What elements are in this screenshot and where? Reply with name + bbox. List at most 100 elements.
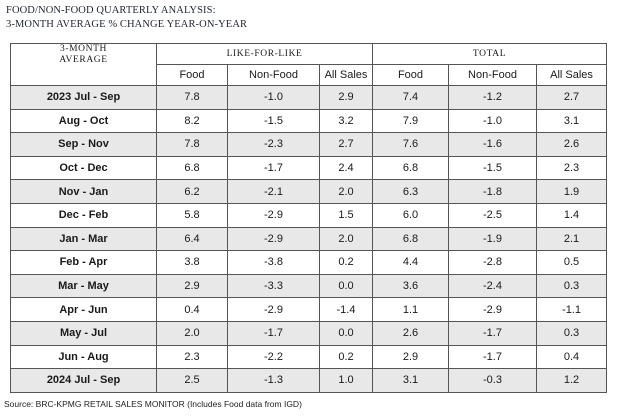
value-cell: 2.7 — [319, 132, 373, 157]
value-cell: 0.2 — [319, 344, 373, 370]
value-cell: 7.6 — [372, 132, 449, 157]
value-cell: 0.3 — [535, 273, 608, 299]
table-row: Oct - Dec 6.8 -1.7 2.4 6.8 -1.5 2.3 — [10, 155, 608, 181]
title-line-2: 3-MONTH AVERAGE % CHANGE YEAR-ON-YEAR — [6, 19, 248, 30]
value-cell: 1.9 — [535, 179, 608, 204]
period-cell: Mar - May — [10, 273, 157, 299]
table-row: Nov - Jan 6.2 -2.1 2.0 6.3 -1.8 1.9 — [10, 179, 608, 204]
table-body: 2023 Jul - Sep 7.8 -1.0 2.9 7.4 -1.2 2.7 Aug - … — [10, 85, 608, 393]
value-cell: 5.8 — [156, 202, 228, 228]
value-cell: 3.6 — [372, 273, 449, 299]
value-cell: 6.8 — [372, 226, 449, 252]
value-cell: -2.9 — [227, 202, 320, 228]
value-cell: -2.2 — [227, 344, 320, 370]
period-cell: May - Jul — [10, 320, 157, 346]
page-title: FOOD/NON-FOOD QUARTERLY ANALYSIS: 3-MONT… — [6, 4, 247, 32]
value-cell: -1.2 — [448, 85, 537, 110]
column-header: Non-Food — [227, 64, 320, 86]
value-cell: 0.0 — [319, 320, 373, 346]
corner-label-line-1: 3-MONTH — [60, 44, 107, 55]
value-cell: 3.1 — [535, 108, 608, 134]
column-header: All Sales — [535, 64, 608, 86]
table-row: 2023 Jul - Sep 7.8 -1.0 2.9 7.4 -1.2 2.7 — [10, 85, 608, 110]
value-cell: -1.6 — [448, 132, 537, 157]
table-row: Jan - Mar 6.4 -2.9 2.0 6.8 -1.9 2.1 — [10, 226, 608, 252]
value-cell: 6.0 — [372, 202, 449, 228]
table-row: Apr - Jun 0.4 -2.9 -1.4 1.1 -2.9 -1.1 — [10, 297, 608, 322]
table-row: Mar - May 2.9 -3.3 0.0 3.6 -2.4 0.3 — [10, 273, 608, 299]
value-cell: -1.5 — [448, 155, 537, 181]
value-cell: -3.8 — [227, 250, 320, 275]
value-cell: -1.8 — [448, 179, 537, 204]
value-cell: -2.9 — [448, 297, 537, 322]
corner-label-line-2: AVERAGE — [59, 55, 108, 65]
title-line-1: FOOD/NON-FOOD QUARTERLY ANALYSIS: — [6, 5, 216, 16]
value-cell: -1.7 — [448, 344, 537, 370]
table-row: May - Jul 2.0 -1.7 0.0 2.6 -1.7 0.3 — [10, 320, 608, 346]
column-header: Non-Food — [448, 64, 537, 86]
value-cell: 6.3 — [372, 179, 449, 204]
value-cell: 0.4 — [535, 344, 608, 370]
value-cell: -1.9 — [448, 226, 537, 252]
value-cell: 7.4 — [372, 85, 449, 110]
period-cell: Feb - Apr — [10, 250, 157, 275]
value-cell: 6.4 — [156, 226, 228, 252]
period-cell: Dec - Feb — [10, 202, 157, 228]
value-cell: 3.1 — [372, 368, 449, 393]
period-cell: Oct - Dec — [10, 155, 157, 181]
column-header: All Sales — [319, 64, 373, 86]
period-cell: 2023 Jul - Sep — [10, 85, 157, 110]
value-cell: -1.3 — [227, 368, 320, 393]
period-cell: Aug - Oct — [10, 108, 157, 134]
value-cell: -0.3 — [448, 368, 537, 393]
value-cell: 8.2 — [156, 108, 228, 134]
value-cell: 2.0 — [156, 320, 228, 346]
value-cell: -1.0 — [227, 85, 320, 110]
value-cell: -1.5 — [227, 108, 320, 134]
value-cell: -1.7 — [227, 155, 320, 181]
value-cell: 6.2 — [156, 179, 228, 204]
column-header-row: Food Non-Food All Sales Food Non-Food Al… — [11, 64, 608, 86]
value-cell: 3.8 — [156, 250, 228, 275]
value-cell: -2.1 — [227, 179, 320, 204]
value-cell: 1.4 — [535, 202, 608, 228]
value-cell: -1.7 — [448, 320, 537, 346]
group-header-row: 3-MONTH AVERAGE LIKE-FOR-LIKE TOTAL — [10, 43, 608, 86]
value-cell: 3.2 — [319, 108, 373, 134]
column-header: Food — [156, 64, 228, 86]
table-row: 2024 Jul - Sep 2.5 -1.3 1.0 3.1 -0.3 1.2 — [10, 368, 608, 393]
table-row: Aug - Oct 8.2 -1.5 3.2 7.9 -1.0 3.1 — [10, 108, 608, 134]
value-cell: 6.8 — [156, 155, 228, 181]
column-header: Food — [372, 64, 449, 86]
period-cell: Nov - Jan — [10, 179, 157, 204]
period-cell: Sep - Nov — [10, 132, 157, 157]
period-cell: Jan - Mar — [10, 226, 157, 252]
value-cell: 0.0 — [319, 273, 373, 299]
value-cell: 7.8 — [156, 132, 228, 157]
corner-header: 3-MONTH AVERAGE — [10, 43, 157, 86]
value-cell: 7.8 — [156, 85, 228, 110]
table-row: Sep - Nov 7.8 -2.3 2.7 7.6 -1.6 2.6 — [10, 132, 608, 157]
value-cell: -2.9 — [227, 297, 320, 322]
value-cell: 2.4 — [319, 155, 373, 181]
value-cell: 2.0 — [319, 226, 373, 252]
group-header-like-for-like: LIKE-FOR-LIKE — [156, 43, 373, 65]
value-cell: 2.3 — [535, 155, 608, 181]
value-cell: 2.9 — [156, 273, 228, 299]
value-cell: -2.3 — [227, 132, 320, 157]
value-cell: 1.5 — [319, 202, 373, 228]
value-cell: 1.1 — [372, 297, 449, 322]
value-cell: -2.4 — [448, 273, 537, 299]
value-cell: 6.8 — [372, 155, 449, 181]
value-cell: -2.5 — [448, 202, 537, 228]
value-cell: -1.1 — [535, 297, 608, 322]
period-cell: Jun - Aug — [10, 344, 157, 370]
value-cell: 1.0 — [319, 368, 373, 393]
value-cell: 0.4 — [156, 297, 228, 322]
value-cell: 0.2 — [319, 250, 373, 275]
value-cell: 2.9 — [319, 85, 373, 110]
value-cell: 7.9 — [372, 108, 449, 134]
period-cell: Apr - Jun — [10, 297, 157, 322]
value-cell: -2.8 — [448, 250, 537, 275]
value-cell: 0.3 — [535, 320, 608, 346]
